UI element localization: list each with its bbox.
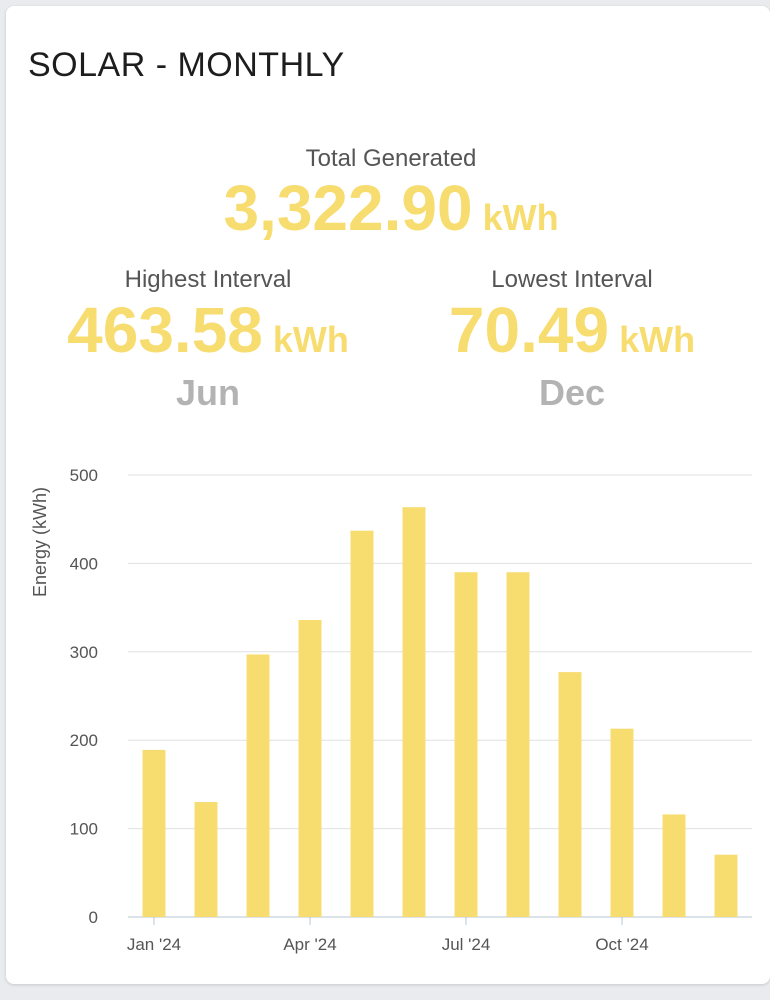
lowest-interval-unit: kWh — [619, 319, 696, 360]
x-tick-label: Oct '24 — [595, 935, 648, 954]
total-generated-number: 3,322.90 — [223, 172, 473, 244]
bar[interactable] — [298, 619, 322, 917]
bar[interactable] — [142, 749, 166, 917]
lowest-interval-label: Lowest Interval — [491, 266, 653, 293]
y-axis-title: Energy (kWh) — [30, 487, 50, 597]
bar[interactable] — [506, 572, 530, 917]
highest-interval-unit: kWh — [272, 319, 349, 360]
total-generated-unit: kWh — [482, 197, 559, 238]
bar[interactable] — [246, 654, 270, 917]
y-tick-label: 300 — [70, 643, 98, 662]
x-tick-label: Jan '24 — [127, 935, 181, 954]
lowest-interval-number: 70.49 — [448, 294, 610, 366]
bar[interactable] — [610, 728, 634, 917]
highest-interval-number: 463.58 — [67, 294, 263, 366]
x-tick-label: Jul '24 — [442, 935, 491, 954]
grid-lines — [128, 474, 752, 918]
highest-interval-label: Highest Interval — [124, 266, 292, 293]
bar[interactable] — [350, 530, 374, 917]
bar[interactable] — [662, 814, 686, 917]
y-tick-label: 100 — [70, 820, 98, 839]
lowest-interval-value: 70.49 kWh — [380, 298, 764, 372]
total-generated-value: 3,322.90 kWh — [6, 176, 770, 250]
y-tick-label: 200 — [70, 731, 98, 750]
y-tick-label: 500 — [70, 466, 98, 485]
bar[interactable] — [454, 572, 478, 917]
bar[interactable] — [714, 854, 738, 917]
monthly-energy-bar-chart: 0 100 200 300 400 500 Jan '24 Apr '24 Jul '24 Oct… — [30, 466, 752, 954]
axes: 0 100 200 300 400 500 Jan '24 Apr '24 Jul '24 Oct… — [70, 466, 649, 954]
bars — [142, 507, 738, 917]
card-title: SOLAR - MONTHLY — [28, 46, 345, 84]
bar[interactable] — [402, 507, 426, 917]
lowest-interval-month: Dec — [538, 372, 606, 413]
x-tick-label: Apr '24 — [283, 935, 336, 954]
bar[interactable] — [558, 672, 582, 917]
solar-monthly-card: SOLAR - MONTHLY Total Generated 3,322.90… — [6, 6, 770, 984]
total-generated-label: Total Generated — [305, 145, 477, 172]
bar[interactable] — [194, 802, 218, 917]
y-tick-label: 400 — [70, 554, 98, 573]
y-tick-label: 0 — [89, 908, 98, 927]
highest-interval-value: 463.58 kWh — [16, 298, 400, 372]
highest-interval-month: Jun — [175, 372, 240, 413]
